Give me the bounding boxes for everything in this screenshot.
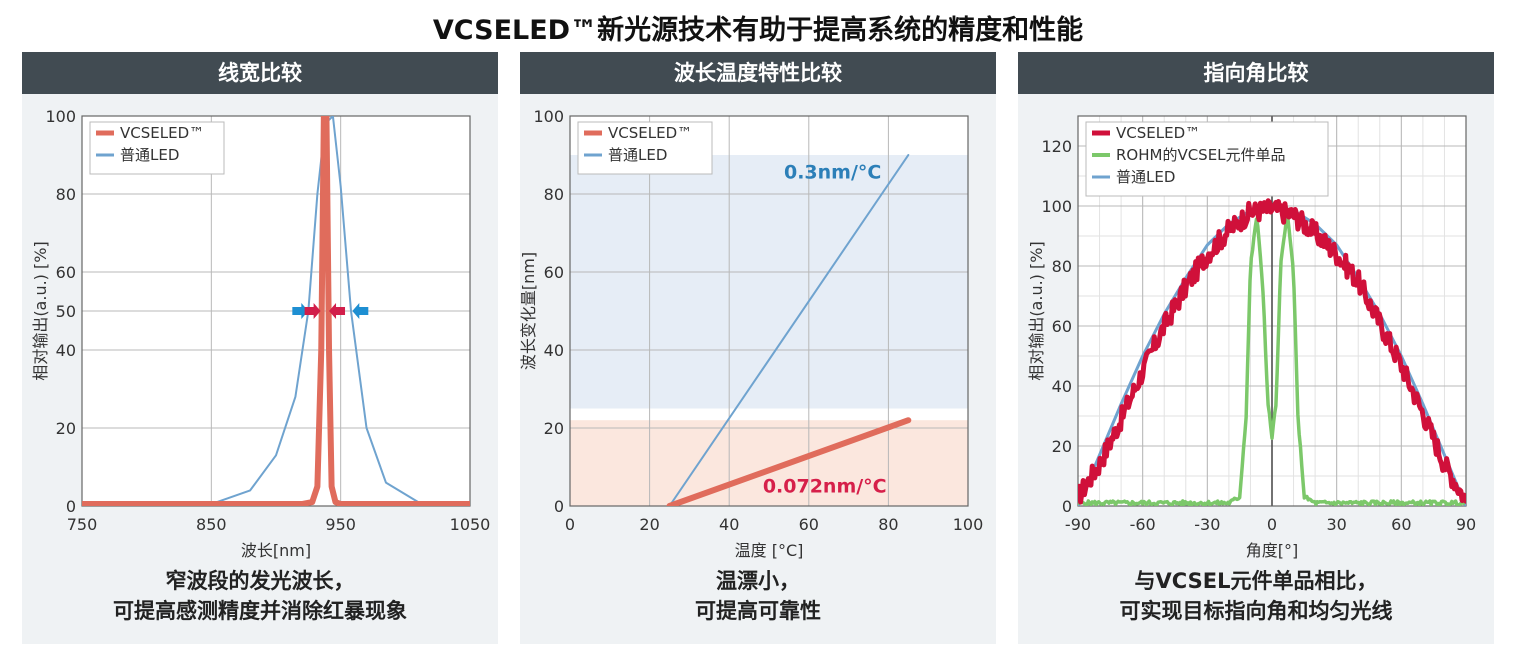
- caption-line-1: 窄波段的发光波长，: [165, 569, 355, 593]
- chart-angle: -90 -60 -30 0 30 60 90 0 20 40 60 80 100 120 角度[°] 相对输出…: [1027, 115, 1476, 560]
- legend-label: 普通LED: [120, 146, 179, 164]
- legend-label: VCSELED™: [120, 124, 204, 142]
- x-axis-label: 温度 [°C]: [735, 541, 804, 560]
- y-tick-label: 80: [56, 185, 76, 204]
- series-line-1: [668, 154, 910, 506]
- x-tick-label: 850: [196, 515, 227, 534]
- x-tick-label: 60: [1391, 515, 1411, 534]
- arrow-marker: [329, 303, 346, 319]
- legend-label: ROHM的VCSEL元件单品: [1116, 146, 1286, 164]
- panel-header: 指向角比较: [1018, 52, 1494, 94]
- series-rate-label: 0.072nm/°C: [763, 475, 887, 497]
- x-tick-label: 750: [67, 515, 98, 534]
- caption-line-1: 温漂小，: [716, 569, 800, 593]
- highlight-band: [570, 420, 968, 506]
- panel-caption: 温漂小， 可提高可靠性: [520, 566, 996, 626]
- page-title: VCSELED™新光源技术有助于提高系统的精度和性能: [432, 15, 1084, 46]
- x-tick-label: -90: [1065, 515, 1091, 534]
- y-tick-label: 120: [1041, 137, 1072, 156]
- panel-temperature: 波长温度特性比较 0 20 40 60 80 100 0 20 40 60 80 100 温度 [°C]…: [519, 52, 996, 644]
- x-tick-label: 90: [1456, 515, 1476, 534]
- y-tick-label: 60: [544, 263, 564, 282]
- plot-frame: [569, 115, 969, 507]
- x-tick-label: 40: [719, 515, 739, 534]
- y-tick-label: 100: [45, 107, 76, 126]
- panel-header: 波长温度特性比较: [520, 52, 996, 94]
- series-rate-label: 0.3nm/°C: [784, 161, 881, 183]
- panel-caption: 窄波段的发光波长， 可提高感测精度并消除红暴现象: [22, 566, 498, 626]
- legend-label: VCSELED™: [608, 124, 692, 142]
- series-line-1: [1078, 213, 1466, 506]
- y-tick-label: 0: [1062, 497, 1072, 516]
- y-axis-label: 波长变化量[nm]: [519, 252, 538, 370]
- y-tick-label: 80: [1052, 257, 1072, 276]
- y-tick-label: 100: [1041, 197, 1072, 216]
- panel-angle: 指向角比较 -90 -60 -30 0 30 60 90 0 20 40 60 80 100 120 角度[…: [1018, 52, 1494, 644]
- arrow-marker: [304, 303, 321, 319]
- x-tick-label: 30: [1326, 515, 1346, 534]
- x-tick-label: -60: [1130, 515, 1156, 534]
- chart-linewidth: 750 850 950 1050 0 20 40 50 60 80 100 波长[nm] 相对输出(a.…: [31, 107, 491, 560]
- y-axis-label: 相对输出(a.u.) [%]: [1027, 241, 1046, 380]
- x-axis-label: 波长[nm]: [241, 541, 311, 560]
- y-tick-label: 40: [544, 341, 564, 360]
- series-line-0: [1078, 198, 1466, 505]
- caption-line-2: 可提高可靠性: [695, 599, 821, 623]
- y-tick-label: 40: [56, 341, 76, 360]
- legend-box: [1085, 121, 1329, 197]
- caption-line-2: 可提高感测精度并消除红暴现象: [113, 599, 407, 623]
- panel-header: 线宽比较: [22, 52, 498, 94]
- x-tick-label: 1050: [450, 515, 491, 534]
- y-tick-label: 20: [1052, 437, 1072, 456]
- legend-label: 普通LED: [1116, 168, 1175, 186]
- arrow-marker: [352, 303, 369, 319]
- plot-frame: [1077, 115, 1467, 507]
- x-tick-label: 950: [325, 515, 356, 534]
- y-tick-label: 100: [533, 107, 564, 126]
- y-tick-label: 20: [544, 419, 564, 438]
- caption-line-1: 与VCSEL元件单品相比，: [1134, 569, 1378, 593]
- y-axis-label: 相对输出(a.u.) [%]: [31, 241, 50, 380]
- y-tick-label: 40: [1052, 377, 1072, 396]
- y-tick-label: 0: [66, 497, 76, 516]
- arrow-marker: [292, 303, 309, 319]
- y-tick-label: 60: [56, 263, 76, 282]
- x-tick-label: 0: [565, 515, 575, 534]
- x-axis-label: 角度[°]: [1246, 541, 1299, 560]
- y-tick-label: 60: [1052, 317, 1072, 336]
- panel-linewidth: 线宽比较 750 850 950 1050 0 20 40 50 60 80 100 波长[nm] 相对…: [22, 52, 498, 644]
- y-tick-label: 80: [544, 185, 564, 204]
- x-tick-label: 80: [878, 515, 898, 534]
- x-tick-label: 60: [799, 515, 819, 534]
- series-line-0: [82, 116, 470, 506]
- y-tick-label: 20: [56, 419, 76, 438]
- x-tick-label: 100: [953, 515, 984, 534]
- y-tick-label: 0: [554, 497, 564, 516]
- y-tick-label: 50: [56, 302, 76, 321]
- highlight-band: [570, 155, 968, 409]
- series-line-0: [666, 417, 912, 506]
- caption-line-2: 可实现目标指向角和均匀光线: [1119, 599, 1393, 623]
- x-tick-label: -30: [1194, 515, 1220, 534]
- panel-caption: 与VCSEL元件单品相比， 可实现目标指向角和均匀光线: [1018, 566, 1494, 626]
- chart-temperature: 0 20 40 60 80 100 0 20 40 60 80 100 温度 [°C] 波长变化量[nm]…: [519, 107, 984, 560]
- x-tick-label: 20: [639, 515, 659, 534]
- legend-label: VCSELED™: [1116, 124, 1200, 142]
- legend-label: 普通LED: [608, 146, 667, 164]
- x-tick-label: 0: [1267, 515, 1277, 534]
